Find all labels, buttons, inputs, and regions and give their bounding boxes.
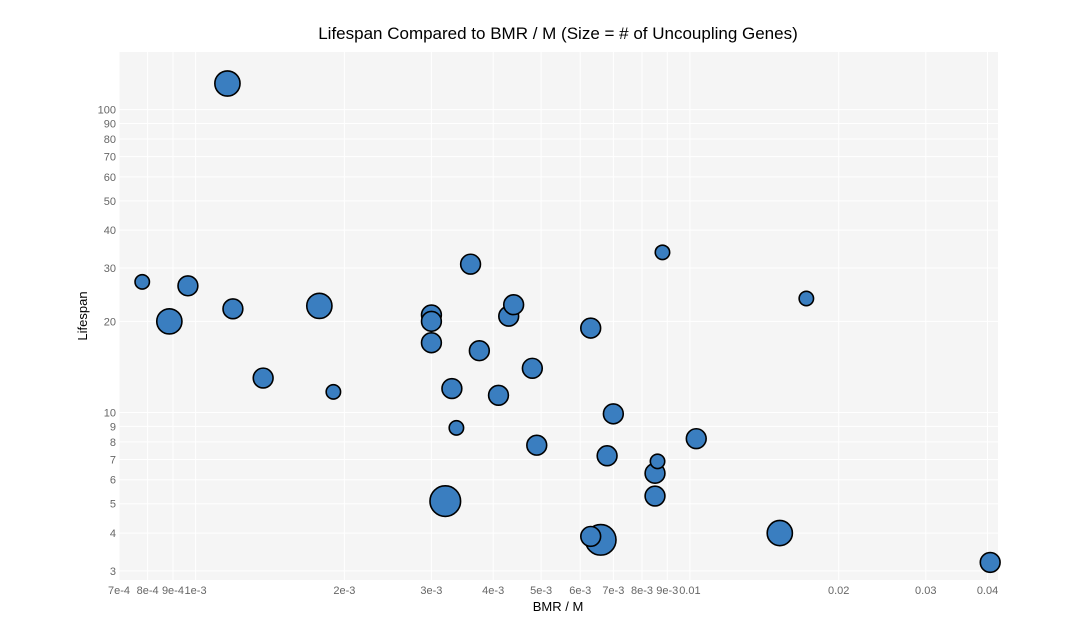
scatter-point <box>448 419 465 436</box>
scatter-point <box>420 332 443 354</box>
x-tick-label: 7e-4 <box>108 585 130 597</box>
x-tick-label: 3e-3 <box>420 585 442 597</box>
scatter-point <box>459 253 482 275</box>
chart-title: Lifespan Compared to BMR / M (Size = # o… <box>318 24 798 43</box>
y-tick-label: 50 <box>104 196 116 208</box>
scatter-point <box>649 453 666 470</box>
y-tick-label: 90 <box>104 119 116 131</box>
y-tick-label: 7 <box>110 454 116 466</box>
scatter-point <box>429 485 462 518</box>
y-tick-label: 4 <box>110 528 116 540</box>
scatter-point <box>214 70 241 97</box>
y-tick-label: 80 <box>104 134 116 146</box>
x-tick-label: 9e-3 <box>656 585 678 597</box>
scatter-point <box>252 367 274 389</box>
y-tick-label: 5 <box>110 499 116 511</box>
x-tick-label: 5e-3 <box>530 585 552 597</box>
x-tick-label: 4e-3 <box>482 585 504 597</box>
plot-background <box>119 52 998 580</box>
x-axis-label: BMR / M <box>533 599 584 614</box>
y-tick-label: 10 <box>104 408 116 420</box>
x-tick-label: 9e-4 <box>162 585 184 597</box>
scatter-point <box>766 519 794 547</box>
x-tick-label: 6e-3 <box>569 585 591 597</box>
x-tick-label: 0.03 <box>915 585 936 597</box>
data-points <box>134 70 1001 574</box>
x-tick-label: 8e-3 <box>631 585 653 597</box>
x-tick-label: 7e-3 <box>602 585 624 597</box>
y-tick-label: 6 <box>110 475 116 487</box>
x-tick-label: 0.04 <box>977 585 998 597</box>
scatter-point <box>798 290 815 307</box>
scatter-point <box>596 445 618 467</box>
y-tick-labels: 3 4 5 6 7 8 910 20 30 40 50 60 70 80 90 100 <box>98 105 116 578</box>
scatter-point <box>177 275 199 297</box>
x-tick-label: 2e-3 <box>333 585 355 597</box>
y-axis-label: Lifespan <box>75 291 90 340</box>
scatter-point <box>134 273 151 290</box>
x-tick-labels: 7e-4 8e-4 9e-4 1e-3 2e-3 3e-3 4e-3 5e-3 6e-3 7e-3… <box>108 585 998 597</box>
scatter-point <box>502 294 525 316</box>
scatter-point <box>487 384 510 407</box>
y-tick-label: 3 <box>110 566 116 578</box>
scatter-point <box>222 298 244 320</box>
scatter-point <box>580 525 602 548</box>
scatter-point <box>602 403 625 425</box>
scatter-point <box>420 310 443 333</box>
y-tick-label: 60 <box>104 172 116 184</box>
scatter-point <box>685 427 707 450</box>
x-tick-label: 8e-4 <box>137 585 159 597</box>
scatter-point <box>441 377 463 400</box>
y-tick-label: 20 <box>104 316 116 328</box>
x-tick-label: 0.02 <box>828 585 849 597</box>
y-tick-label: 100 <box>98 105 116 117</box>
scatter-point <box>979 551 1001 574</box>
scatter-point <box>526 434 548 456</box>
scatter-point <box>521 357 544 379</box>
scatter-point <box>644 485 666 507</box>
scatter-point <box>468 340 491 362</box>
grid-lines <box>118 52 998 580</box>
scatter-point <box>580 317 602 339</box>
y-tick-label: 9 <box>110 421 116 433</box>
scatter-point <box>305 292 333 320</box>
y-tick-label: 40 <box>104 225 116 237</box>
y-tick-label: 70 <box>104 152 116 164</box>
y-tick-label: 8 <box>110 437 116 449</box>
x-tick-label: 1e-3 <box>185 585 207 597</box>
scatter-point <box>325 383 342 400</box>
y-tick-label: 30 <box>104 263 116 275</box>
scatter-point <box>155 307 183 335</box>
scatter-point <box>654 244 671 261</box>
x-tick-label: 0.01 <box>679 585 700 597</box>
